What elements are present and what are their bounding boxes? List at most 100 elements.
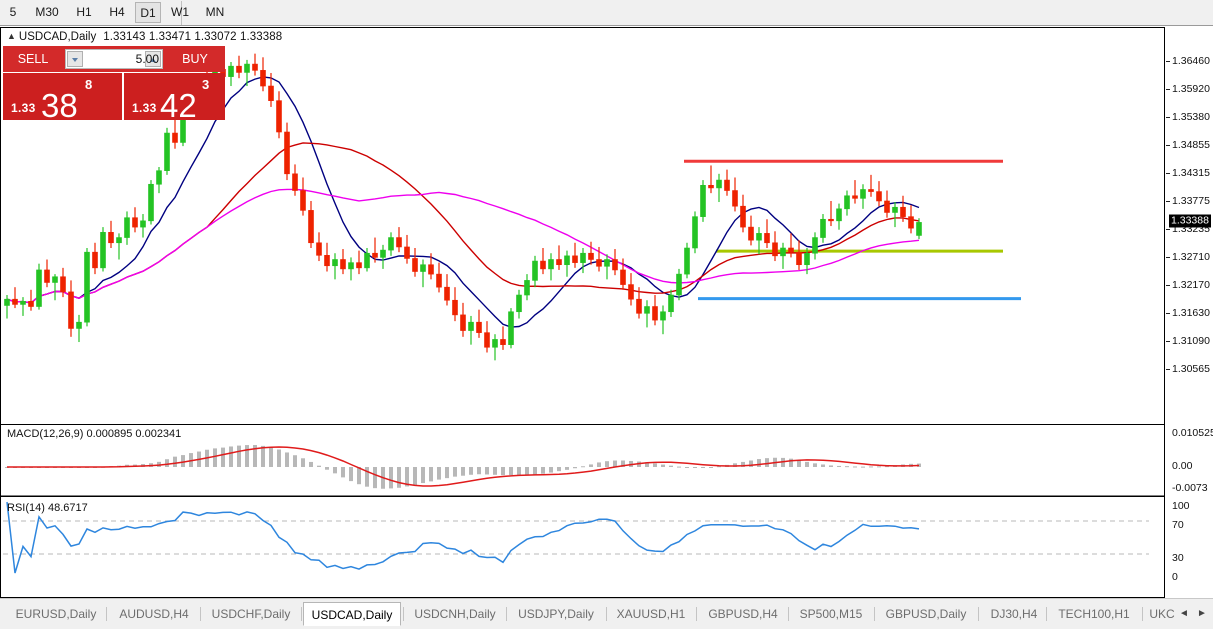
moving-average-ma-slow [6, 188, 920, 304]
candlestick [364, 248, 370, 272]
symbol-tab-sp500-m15[interactable]: SP500,M15 [799, 607, 863, 621]
symbol-tab-audusd-h4[interactable]: AUDUSD,H4 [119, 607, 189, 621]
rsi-scale-label: 30 [1172, 552, 1184, 564]
candlestick [412, 248, 418, 277]
timeframe-m30[interactable]: M30 [35, 5, 59, 19]
sell-price-fraction: 8 [85, 77, 93, 92]
candlestick [556, 245, 562, 270]
candlestick [828, 200, 834, 227]
candlestick [580, 248, 586, 274]
candlestick [388, 232, 394, 256]
candlestick [172, 114, 178, 149]
price-scale[interactable]: 1.36460 1.35920 1.35380 1.34855 1.34315 1.337… [1166, 27, 1213, 598]
tab-separator [874, 607, 875, 621]
candlestick [252, 53, 258, 76]
candlestick [260, 57, 266, 92]
candlestick [692, 211, 698, 254]
tab-separator [506, 607, 507, 621]
candlestick [28, 289, 34, 311]
candlestick [660, 305, 666, 335]
candlestick [732, 177, 738, 212]
candlestick [780, 242, 786, 269]
timeframe-h4[interactable]: H4 [109, 5, 125, 19]
moving-average-ma-fast [6, 76, 920, 328]
candlestick [836, 203, 842, 230]
candlestick [460, 302, 466, 337]
candlestick [820, 214, 826, 243]
candlestick [676, 268, 682, 301]
candlestick [396, 227, 402, 253]
symbol-tab-gbpusd-daily[interactable]: GBPUSD,Daily [885, 607, 967, 621]
price-tick-label: 1.35920 [1172, 83, 1210, 95]
price-tick [1166, 341, 1170, 342]
candlestick [884, 190, 890, 218]
timeframe-5[interactable]: 5 [9, 5, 17, 19]
buy-price-quote[interactable]: 1.33 42 3 [124, 73, 225, 120]
chart-symbol-label: USDCAD,Daily [18, 31, 97, 43]
candlestick [36, 263, 42, 310]
candlestick [860, 184, 866, 209]
tab-separator [106, 607, 107, 621]
sell-button[interactable]: SELL [7, 49, 59, 69]
candlestick [116, 233, 122, 260]
candlestick [68, 280, 74, 337]
candlestick [588, 241, 594, 265]
symbol-tab-ukc[interactable]: UKC [1149, 607, 1175, 621]
symbol-tab-eurusd-daily[interactable]: EURUSD,Daily [15, 607, 97, 621]
price-tick-label: 1.30565 [1172, 363, 1210, 375]
timeframe-h1[interactable]: H1 [76, 5, 92, 19]
symbol-tab-tech100-h1[interactable]: TECH100,H1 [1058, 607, 1130, 621]
chevron-up-icon [150, 58, 156, 62]
tab-separator [1046, 607, 1047, 621]
candlestick [788, 233, 794, 258]
tab-scroll-right-icon[interactable]: ► [1197, 608, 1207, 619]
tab-scroll-left-icon[interactable]: ◄ [1179, 608, 1189, 619]
volume-value: 5.00 [135, 52, 159, 66]
candlestick [772, 231, 778, 262]
chart-ohlc-values: 1.33143 1.33471 1.33072 1.33388 [103, 31, 283, 43]
candlestick [404, 234, 410, 264]
candlestick [300, 177, 306, 216]
volume-input[interactable]: 5.00 [65, 49, 163, 69]
rsi-scale-label: 0 [1172, 571, 1178, 583]
timeframe-w1[interactable]: W1 [171, 5, 189, 19]
volume-decrease-button[interactable] [67, 51, 83, 67]
rsi-label: RSI(14) 48.6717 [7, 502, 88, 514]
rsi-scale-label: 100 [1172, 500, 1190, 512]
symbol-tab-usdjpy-daily[interactable]: USDJPY,Daily [518, 607, 594, 621]
timeframe-d1[interactable]: D1 [135, 2, 161, 23]
candlestick [52, 274, 58, 301]
price-tick [1166, 201, 1170, 202]
symbol-tab-usdcad-daily[interactable]: USDCAD,Daily [303, 602, 401, 626]
volume-increase-button[interactable] [145, 51, 161, 67]
candlestick [44, 259, 50, 288]
price-tick [1166, 173, 1170, 174]
candlestick [284, 122, 290, 181]
symbol-tab-usdcnh-daily[interactable]: USDCNH,Daily [414, 607, 496, 621]
tab-separator [301, 607, 302, 621]
candlestick [708, 165, 714, 194]
symbol-tab-xauusd-h1[interactable]: XAUUSD,H1 [616, 607, 686, 621]
candlestick [508, 308, 514, 349]
symbol-tab-usdchf-daily[interactable]: USDCHF,Daily [211, 607, 291, 621]
tab-separator [696, 607, 697, 621]
trade-panel-toprow: SELL 5.00 BUY [3, 46, 225, 72]
symbol-tab-dj30-h4[interactable]: DJ30,H4 [990, 607, 1038, 621]
symbol-tab-gbpusd-h4[interactable]: GBPUSD,H4 [708, 607, 778, 621]
candlestick [668, 289, 674, 317]
timeframe-mn[interactable]: MN [205, 5, 225, 19]
one-click-trading-panel[interactable]: SELL 5.00 BUY 1.33 38 8 1.33 42 3 [3, 46, 225, 120]
candlestick [12, 287, 18, 309]
candlestick [452, 287, 458, 322]
current-price-badge: 1.33388 [1169, 214, 1211, 228]
collapse-triangle-icon[interactable]: ▲ [7, 31, 16, 41]
buy-button[interactable]: BUY [169, 49, 221, 69]
macd-panel-divider-bottom [1, 496, 1165, 497]
sell-price-quote[interactable]: 1.33 38 8 [3, 73, 122, 120]
price-tick-label: 1.34315 [1172, 167, 1210, 179]
candlestick [764, 219, 770, 249]
candlestick [908, 205, 914, 234]
candlestick [844, 190, 850, 216]
candlestick [684, 242, 690, 279]
tab-separator [788, 607, 789, 621]
